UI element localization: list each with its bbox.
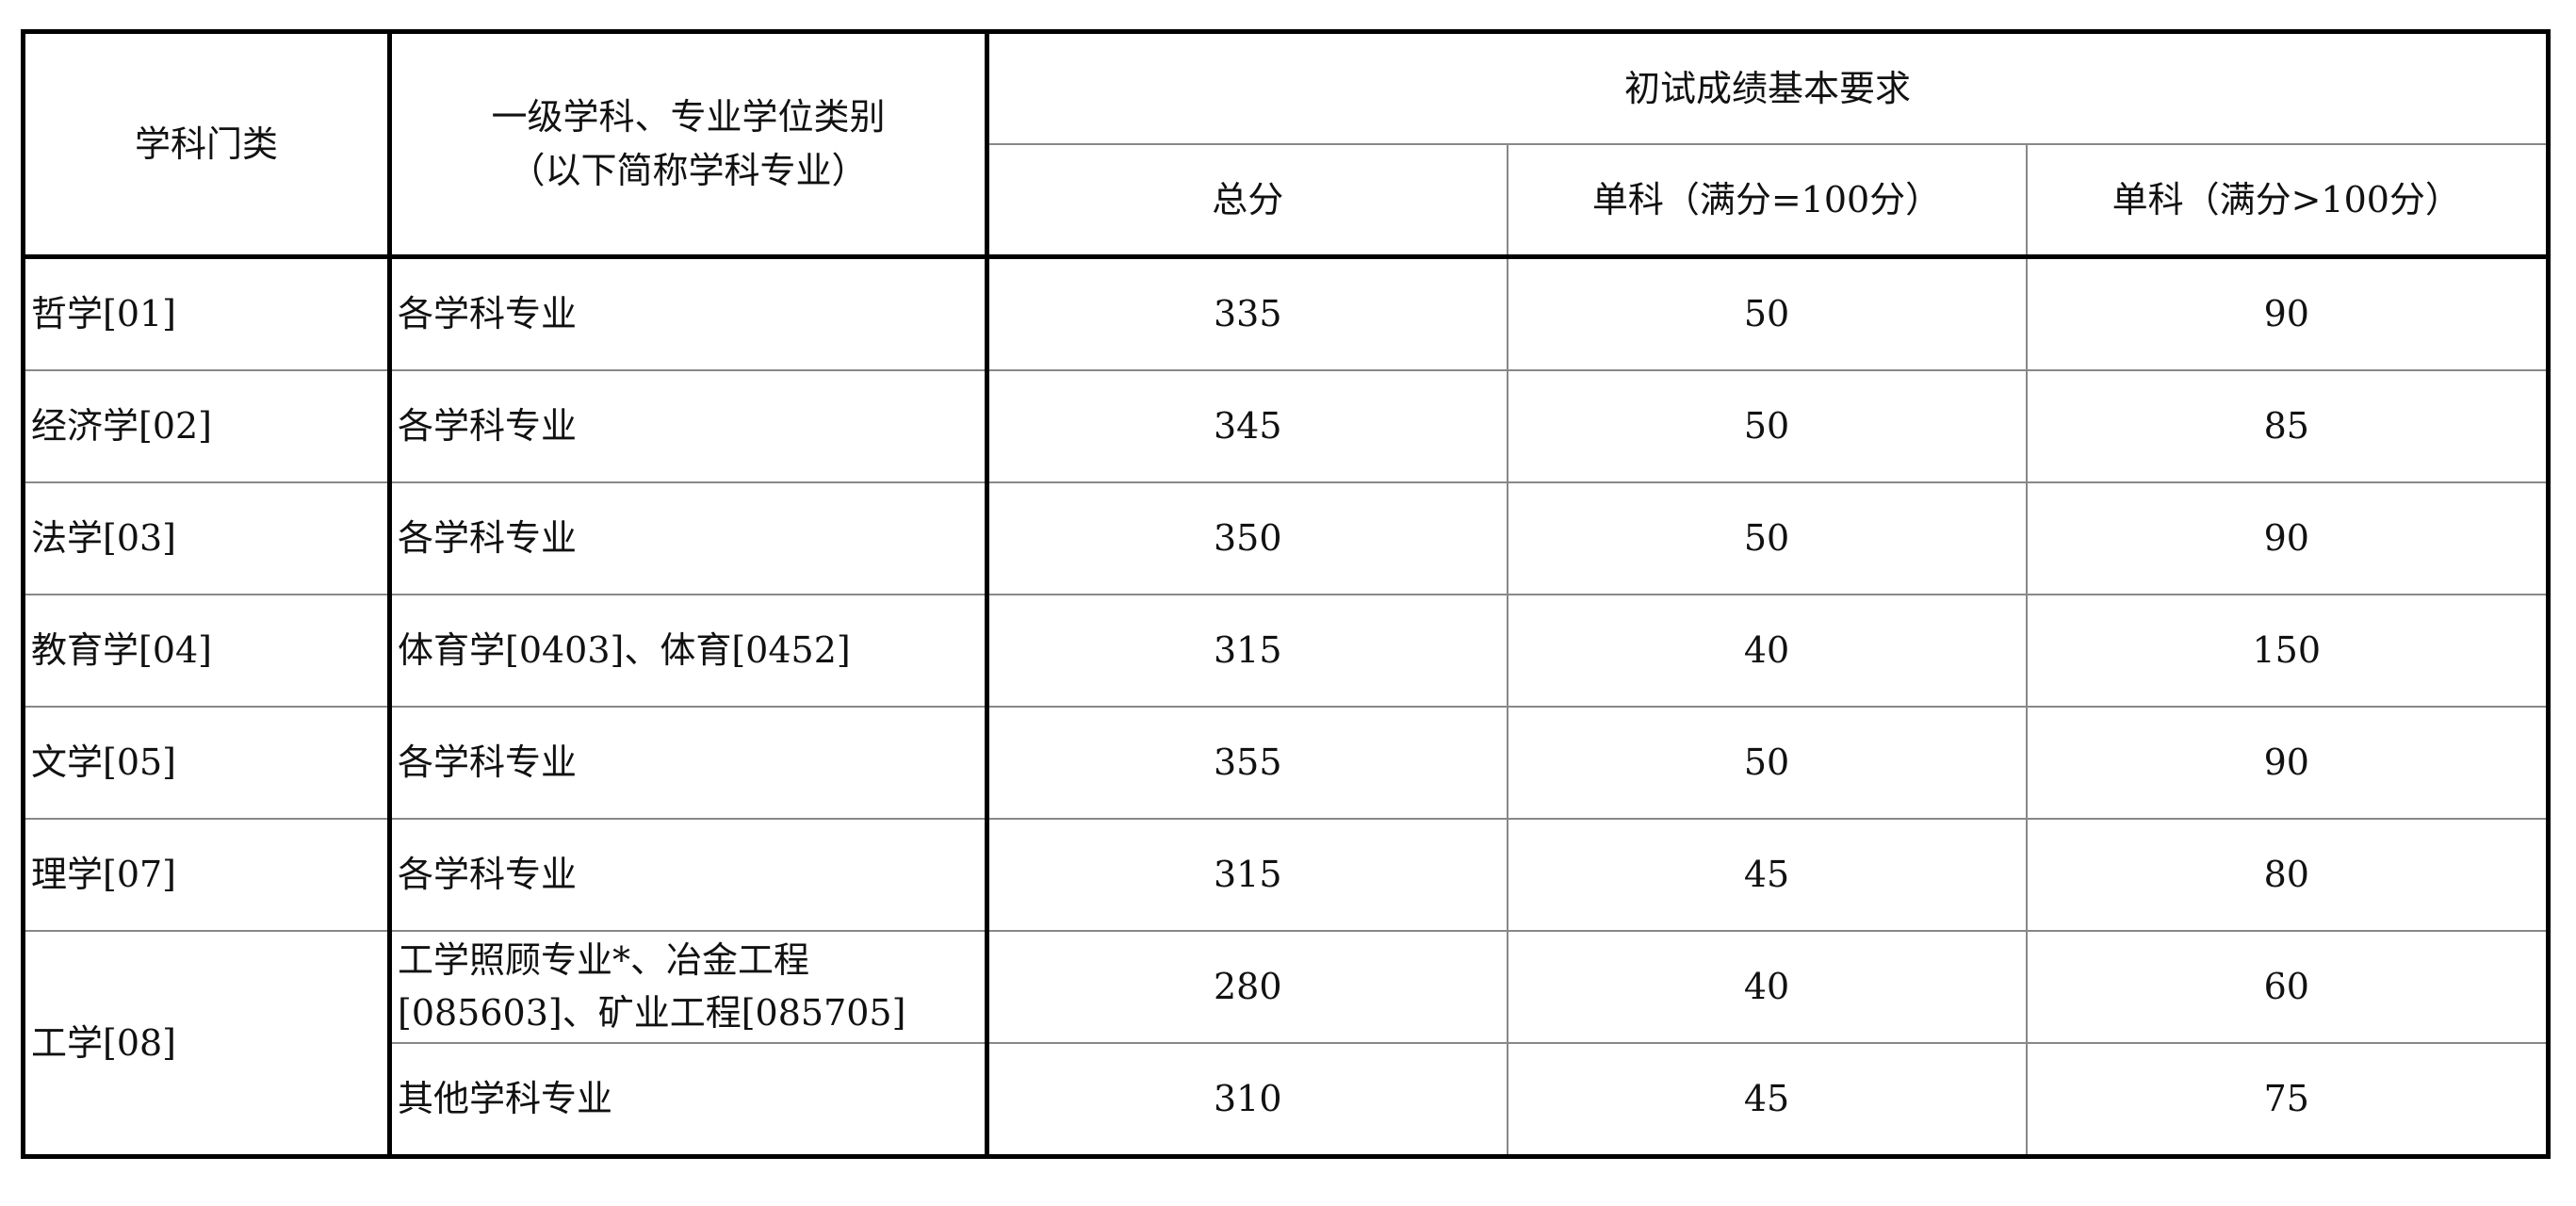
category-cell: 经济学[02] xyxy=(22,369,392,483)
single-100-cell: 50 xyxy=(1506,369,2028,483)
discipline-line1: 工学照顾专业*、冶金工程 xyxy=(398,939,810,982)
single-100-cell: 50 xyxy=(1506,706,2028,820)
single-over-100-cell: 80 xyxy=(2025,818,2550,932)
single-over-100-cell: 60 xyxy=(2025,930,2550,1044)
discipline-cell: 各学科专业 xyxy=(388,255,989,371)
header-total: 总分 xyxy=(986,143,1508,259)
category-cell: 教育学[04] xyxy=(22,594,392,708)
single-over-100-cell: 90 xyxy=(2025,255,2550,371)
category-cell: 理学[07] xyxy=(22,818,392,932)
table-row: 教育学[04] 体育学[0403]、体育[0452] 315 40 150 xyxy=(22,594,2550,708)
single-over-100-cell: 90 xyxy=(2025,481,2550,595)
total-cell: 355 xyxy=(986,706,1508,820)
table-row: 法学[03] 各学科专业 350 50 90 xyxy=(22,481,2550,595)
single-100-cell: 50 xyxy=(1506,481,2028,595)
single-over-100-cell: 85 xyxy=(2025,369,2550,483)
single-100-cell: 50 xyxy=(1506,255,2028,371)
single-100-cell: 40 xyxy=(1506,930,2028,1044)
total-cell: 335 xyxy=(986,255,1508,371)
header-single-over-100: 单科（满分>100分） xyxy=(2025,143,2550,259)
header-single-100: 单科（满分=100分） xyxy=(1506,143,2028,259)
total-cell: 280 xyxy=(986,930,1508,1044)
total-cell: 315 xyxy=(986,818,1508,932)
discipline-cell: 体育学[0403]、体育[0452] xyxy=(388,594,989,708)
header-requirements: 初试成绩基本要求 xyxy=(986,30,2550,145)
total-cell: 315 xyxy=(986,594,1508,708)
table-row: 理学[07] 各学科专业 315 45 80 xyxy=(22,818,2550,932)
table-row: 工学[08] 工学照顾专业*、冶金工程 [085603]、矿业工程[085705… xyxy=(22,930,2550,1158)
discipline-line2: [085603]、矿业工程[085705] xyxy=(398,991,906,1034)
discipline-cell: 各学科专业 xyxy=(388,706,989,820)
single-100-cell: 45 xyxy=(1506,818,2028,932)
header-row: 学科门类 一级学科、专业学位类别 （以下简称学科专业） 初试成绩基本要求 xyxy=(22,30,2550,259)
single-over-100-cell: 90 xyxy=(2025,706,2550,820)
single-over-100-cell: 150 xyxy=(2025,594,2550,708)
table-row: 文学[05] 各学科专业 355 50 90 xyxy=(22,706,2550,820)
single-100-cell: 40 xyxy=(1506,594,2028,708)
single-over-100-cell: 75 xyxy=(2025,1042,2550,1158)
header-discipline-line1: 一级学科、专业学位类别 xyxy=(491,96,886,138)
total-cell: 310 xyxy=(986,1042,1508,1158)
single-100-cell: 45 xyxy=(1506,1042,2028,1158)
discipline-cell: 各学科专业 xyxy=(388,481,989,595)
discipline-cell: 各学科专业 xyxy=(388,369,989,483)
discipline-cell: 其他学科专业 xyxy=(388,1042,989,1158)
header-discipline: 一级学科、专业学位类别 （以下简称学科专业） xyxy=(388,30,989,259)
score-requirements-table: 学科门类 一级学科、专业学位类别 （以下简称学科专业） 初试成绩基本要求 总分 … xyxy=(21,29,2552,1159)
table-row: 经济学[02] 各学科专业 345 50 85 xyxy=(22,369,2550,483)
category-cell: 法学[03] xyxy=(22,481,392,595)
header-discipline-line2: （以下简称学科专业） xyxy=(509,150,868,191)
discipline-cell: 工学照顾专业*、冶金工程 [085603]、矿业工程[085705] xyxy=(388,930,989,1044)
category-cell: 工学[08] xyxy=(22,930,392,1158)
header-category: 学科门类 xyxy=(22,30,392,259)
table-row: 其他学科专业 310 45 75 xyxy=(24,1042,2550,1158)
total-cell: 345 xyxy=(986,369,1508,483)
table-row: 哲学[01] 各学科专业 335 50 90 xyxy=(22,255,2550,371)
discipline-cell: 各学科专业 xyxy=(388,818,989,932)
subheader-row: 总分 单科（满分=100分） 单科（满分>100分） xyxy=(24,143,2550,259)
total-cell: 350 xyxy=(986,481,1508,595)
category-cell: 哲学[01] xyxy=(22,255,392,371)
category-cell: 文学[05] xyxy=(22,706,392,820)
